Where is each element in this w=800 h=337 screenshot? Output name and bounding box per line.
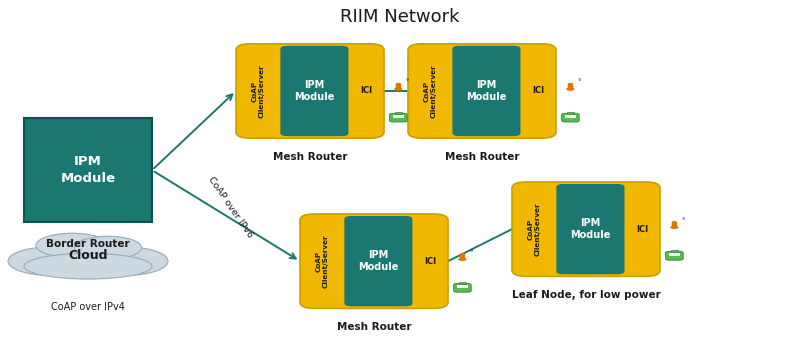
- Ellipse shape: [30, 238, 146, 271]
- FancyBboxPatch shape: [669, 255, 680, 256]
- FancyBboxPatch shape: [300, 214, 448, 308]
- FancyBboxPatch shape: [457, 285, 468, 286]
- Text: °: °: [578, 80, 581, 86]
- FancyBboxPatch shape: [565, 116, 576, 117]
- FancyBboxPatch shape: [393, 116, 404, 117]
- FancyBboxPatch shape: [671, 250, 678, 252]
- FancyBboxPatch shape: [669, 254, 680, 255]
- Text: CoAP
Client/Server: CoAP Client/Server: [423, 64, 437, 118]
- FancyBboxPatch shape: [236, 44, 384, 138]
- FancyBboxPatch shape: [512, 182, 660, 276]
- FancyBboxPatch shape: [565, 117, 576, 118]
- FancyBboxPatch shape: [408, 44, 556, 138]
- FancyBboxPatch shape: [390, 113, 407, 122]
- Text: Mesh Router: Mesh Router: [337, 322, 411, 332]
- Text: CoAP
Client/Server: CoAP Client/Server: [527, 202, 541, 256]
- Ellipse shape: [74, 236, 142, 259]
- Ellipse shape: [566, 87, 574, 91]
- Text: ICI: ICI: [360, 87, 372, 95]
- FancyBboxPatch shape: [557, 184, 625, 274]
- Text: Leaf Node, for low power: Leaf Node, for low power: [512, 290, 660, 300]
- FancyBboxPatch shape: [344, 216, 413, 306]
- FancyBboxPatch shape: [24, 118, 152, 222]
- FancyBboxPatch shape: [457, 287, 468, 288]
- Text: ICI: ICI: [424, 257, 436, 266]
- Text: CoAP over IPv4: CoAP over IPv4: [51, 302, 125, 312]
- Text: Mesh Router: Mesh Router: [273, 152, 347, 162]
- Text: Border Router: Border Router: [46, 239, 130, 249]
- FancyBboxPatch shape: [454, 283, 471, 292]
- FancyBboxPatch shape: [568, 83, 573, 89]
- Ellipse shape: [8, 247, 91, 275]
- Text: IPM
Module: IPM Module: [358, 250, 398, 272]
- Text: CoAP over IPv6: CoAP over IPv6: [206, 175, 254, 240]
- Text: ICI: ICI: [636, 225, 648, 234]
- FancyBboxPatch shape: [672, 221, 677, 227]
- Text: °: °: [470, 250, 473, 256]
- Text: Cloud: Cloud: [68, 249, 108, 262]
- FancyBboxPatch shape: [460, 253, 465, 259]
- Ellipse shape: [458, 257, 466, 261]
- FancyBboxPatch shape: [562, 113, 579, 122]
- FancyBboxPatch shape: [453, 46, 521, 136]
- FancyBboxPatch shape: [457, 286, 468, 287]
- Text: °: °: [406, 80, 409, 86]
- FancyBboxPatch shape: [666, 251, 683, 260]
- Text: Mesh Router: Mesh Router: [445, 152, 519, 162]
- Text: °: °: [682, 218, 685, 224]
- FancyBboxPatch shape: [567, 112, 574, 114]
- Text: IPM
Module: IPM Module: [61, 155, 115, 185]
- FancyBboxPatch shape: [565, 115, 576, 116]
- FancyBboxPatch shape: [669, 253, 680, 254]
- FancyBboxPatch shape: [280, 46, 349, 136]
- Text: IPM
Module: IPM Module: [466, 80, 506, 102]
- Ellipse shape: [670, 225, 678, 229]
- Text: CoAP
Client/Server: CoAP Client/Server: [315, 234, 329, 288]
- Text: IPM
Module: IPM Module: [570, 218, 610, 240]
- Ellipse shape: [394, 87, 402, 91]
- FancyBboxPatch shape: [459, 282, 466, 284]
- FancyBboxPatch shape: [393, 117, 404, 118]
- Ellipse shape: [24, 253, 152, 279]
- Text: IPM
Module: IPM Module: [294, 80, 334, 102]
- FancyBboxPatch shape: [393, 115, 404, 116]
- Text: RIIM Network: RIIM Network: [340, 8, 460, 26]
- FancyBboxPatch shape: [395, 112, 402, 114]
- Ellipse shape: [85, 247, 168, 275]
- FancyBboxPatch shape: [396, 83, 401, 89]
- Text: CoAP
Client/Server: CoAP Client/Server: [251, 64, 265, 118]
- Ellipse shape: [36, 233, 108, 257]
- Text: ICI: ICI: [532, 87, 544, 95]
